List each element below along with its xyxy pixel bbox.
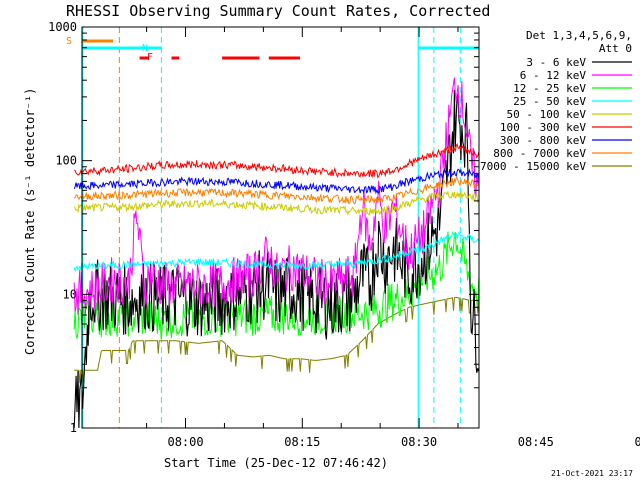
legend-label-6: 300 - 800 keV — [500, 134, 586, 147]
y-axis-label: Corrected Count Rate (s⁻¹ detector⁻¹) — [23, 88, 37, 355]
legend-label-3: 25 - 50 keV — [513, 95, 586, 108]
legend-label-7: 800 - 7000 keV — [493, 147, 586, 160]
legend-label-8: 7000 - 15000 keV — [480, 160, 586, 173]
chart-title: RHESSI Observing Summary Count Rates, Co… — [66, 2, 490, 20]
night-flag-label: N — [142, 43, 148, 54]
x-axis-label: Start Time (25-Dec-12 07:46:42) — [164, 456, 388, 470]
series-line-8 — [74, 296, 480, 384]
legend-label-1: 6 - 12 keV — [520, 69, 587, 82]
series-line-4 — [73, 190, 480, 216]
x-tick-label-3: 08:45 — [518, 435, 554, 449]
legend-header-0: Det 1,3,4,5,6,9, — [526, 29, 632, 42]
legend-label-5: 100 - 300 keV — [500, 121, 586, 134]
saa-flag-label: S — [66, 36, 72, 47]
x-tick-label-2: 08:30 — [401, 435, 437, 449]
series-line-0 — [73, 90, 480, 429]
y-tick-label-1000: 1000 — [48, 20, 77, 34]
legend-label-4: 50 - 100 keV — [507, 108, 587, 121]
footer-timestamp: 21-Oct-2021 23:17 — [551, 469, 633, 478]
y-tick-label-10: 10 — [63, 287, 77, 301]
x-tick-label-1: 08:15 — [284, 435, 320, 449]
x-tick-label-4: 09:00 — [635, 435, 640, 449]
y-tick-label-100: 100 — [55, 154, 77, 168]
series-line-1 — [73, 77, 480, 315]
legend-header-1: Att 0 — [599, 42, 632, 55]
legend-label-0: 3 - 6 keV — [526, 56, 586, 69]
series-line-6 — [73, 168, 480, 195]
x-tick-label-0: 08:00 — [167, 435, 203, 449]
y-tick-label-1: 1 — [70, 421, 77, 435]
plot-frame — [81, 26, 480, 429]
series-line-3 — [73, 230, 480, 273]
flare-flag-label: F — [147, 52, 153, 63]
series-line-5 — [73, 143, 480, 179]
series-line-7 — [74, 176, 480, 205]
legend-label-2: 12 - 25 keV — [513, 82, 586, 95]
